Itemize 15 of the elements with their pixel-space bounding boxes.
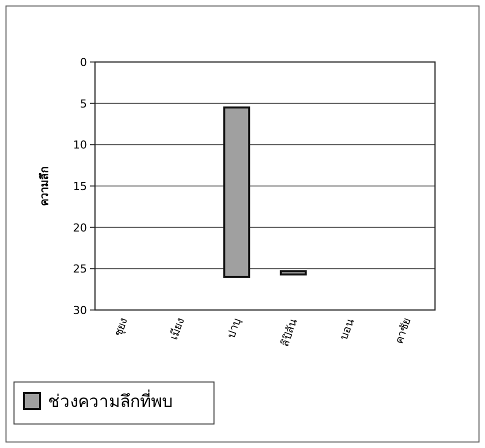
x-tick-label: ปาบุ (224, 316, 244, 340)
y-tick-label: 0 (80, 56, 87, 69)
x-tick-label: คาซัย (392, 316, 414, 346)
y-tick-label: 15 (73, 180, 87, 193)
x-tick-label: ชุยง (112, 316, 130, 338)
legend-label: ช่วงความลึกที่พบ (48, 389, 173, 412)
x-tick-label: เมียง (167, 316, 187, 342)
y-tick-label: 25 (73, 262, 87, 276)
y-tick-label: 30 (73, 304, 87, 317)
y-tick-label: 5 (80, 97, 87, 110)
y-tick-label: 20 (73, 221, 87, 234)
y-axis-title: ความลึก (38, 166, 51, 206)
x-tick-label: บอน (337, 316, 357, 342)
x-tick-label: ลิปิลัน (278, 316, 300, 348)
y-tick-label: 10 (73, 138, 87, 152)
